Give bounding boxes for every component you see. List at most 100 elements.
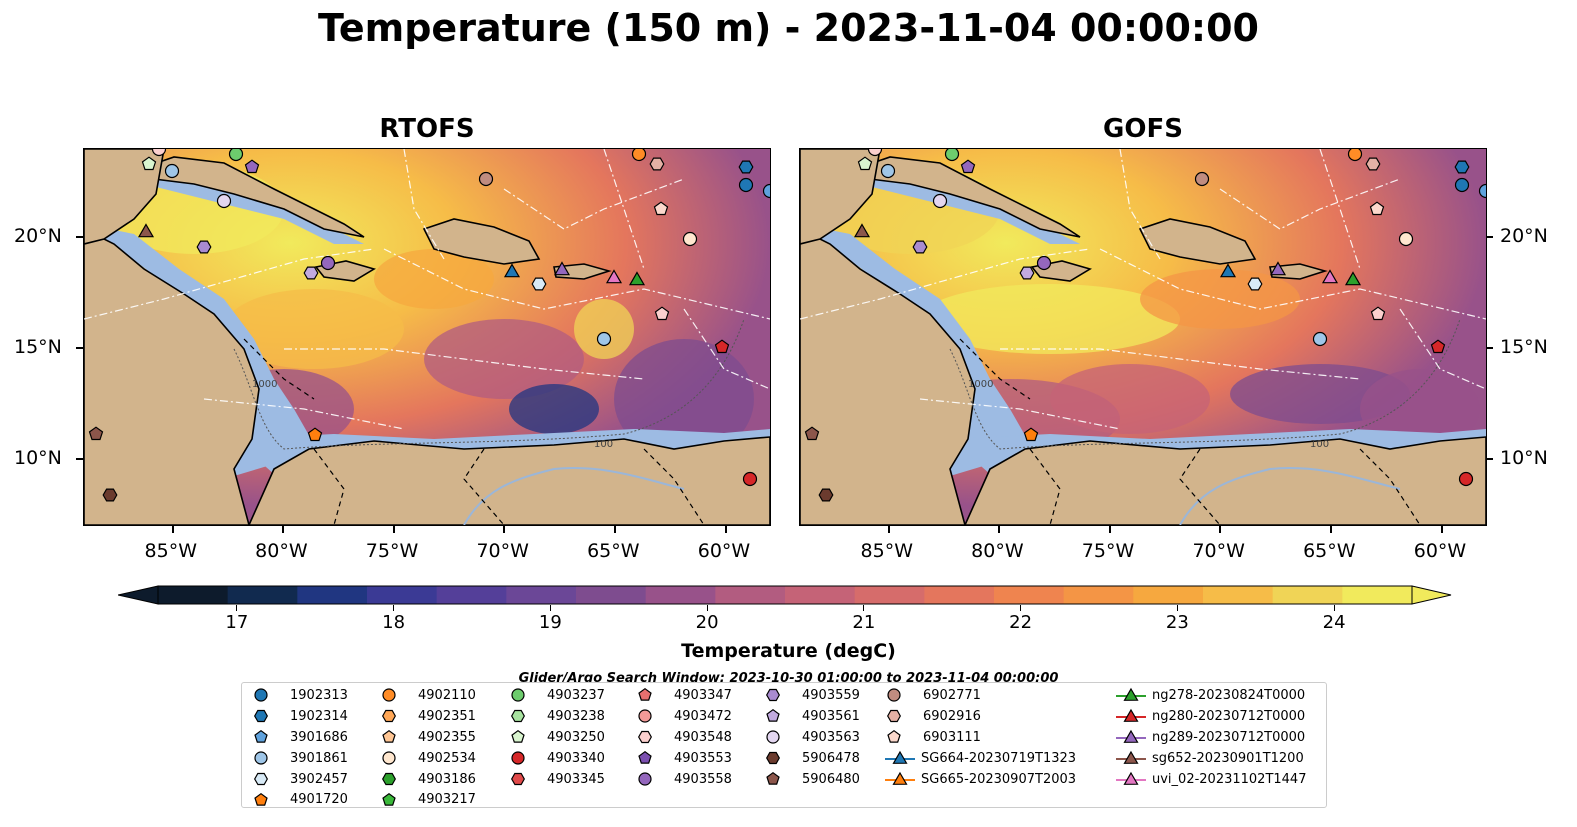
colorbar-segment [158, 586, 229, 604]
observation-marker [307, 427, 323, 442]
legend-marker-icon [254, 792, 268, 806]
lat-tick-mark [76, 457, 83, 460]
observation-marker [1321, 269, 1339, 284]
colorbar-segment [297, 586, 368, 604]
lon-tick-label: 70°W [1192, 540, 1245, 562]
legend-marker [511, 751, 525, 765]
observation-marker [804, 426, 820, 441]
legend-marker [887, 710, 901, 723]
legend-item-label: 4903558 [674, 771, 732, 787]
observation-marker [1036, 255, 1052, 271]
observation-marker [853, 223, 871, 238]
legend-item-label: 4902355 [418, 729, 476, 745]
lon-tick-mark [1219, 526, 1222, 533]
colorbar-extend-high [1411, 585, 1452, 605]
legend-item-label: 4903347 [674, 687, 732, 703]
legend-item-label: 4901720 [290, 792, 348, 808]
colorbar-segment [1133, 586, 1204, 604]
colorbar-tick-mark [236, 605, 238, 611]
legend-marker-icon [1116, 688, 1146, 702]
observation-marker [1369, 201, 1385, 216]
colorbar-tick-label: 18 [382, 612, 406, 633]
legend-item: 4903186 [380, 769, 476, 790]
observation-marker [932, 193, 948, 209]
eez-boundary [800, 248, 1091, 320]
land-mass [964, 436, 1486, 525]
legend-marker [382, 730, 396, 743]
observation-marker [738, 160, 754, 174]
lon-tick-label: 60°W [697, 540, 751, 562]
legend-item: 4903561 [764, 706, 860, 727]
legend-item: 5906478 [764, 748, 860, 769]
observation-marker [1269, 261, 1287, 276]
observation-marker [682, 231, 698, 247]
legend-item-label: 6902771 [923, 687, 981, 703]
legend-marker-icon [382, 792, 396, 806]
lon-tick-label: 85°W [144, 540, 197, 562]
legend-item: 4903217 [380, 789, 476, 810]
lon-tick-label: 80°W [255, 540, 308, 562]
legend-marker-icon [638, 751, 652, 764]
map-panel-gofs[interactable]: 1000 100 [799, 148, 1487, 526]
map-gofs-svg: 1000 100 [800, 149, 1486, 525]
colorbar-segment [1203, 586, 1274, 604]
legend-marker [254, 730, 268, 743]
legend-marker [511, 730, 525, 743]
legend-marker-icon [887, 730, 901, 743]
legend-marker-icon [382, 751, 396, 765]
observation-marker [1454, 177, 1470, 193]
lon-tick-mark [1108, 526, 1111, 533]
legend-column: ng278-20230824T0000 ng280-20230712T0000 ng… [1116, 685, 1306, 789]
observation-marker [503, 263, 521, 278]
shallow-shelf [84, 224, 314, 479]
legend-marker [892, 771, 908, 785]
legend-marker-icon [766, 689, 780, 702]
legend-marker [382, 751, 396, 765]
observation-marker [1370, 306, 1386, 321]
observation-marker [1430, 339, 1446, 354]
legend-marker [887, 688, 901, 703]
lon-tick-mark [724, 526, 727, 533]
observation-marker [1344, 271, 1362, 286]
legend-item: 3901686 [252, 727, 348, 748]
legend-marker [638, 751, 652, 764]
observation-marker [628, 271, 646, 286]
legend-marker [254, 710, 268, 723]
observation-marker [141, 156, 157, 171]
lat-tick-mark [1486, 347, 1493, 350]
colorbar-segment [854, 586, 925, 604]
lat-tick-label: 15°N [14, 336, 62, 359]
observation-marker [880, 163, 896, 179]
observation-marker [1458, 471, 1474, 487]
land-mass [422, 218, 541, 265]
legend-item-label: 3901686 [290, 729, 348, 745]
border-line [243, 338, 315, 400]
border-line [1179, 448, 1221, 525]
legend-marker-icon [638, 709, 652, 723]
legend-item: 4903238 [509, 706, 605, 727]
legend-marker [766, 709, 780, 723]
legend-marker [766, 689, 780, 702]
map-panel-rtofs[interactable]: 1000 100 [83, 148, 771, 526]
shallow-shelf [840, 177, 1080, 244]
legend-item-label: uvi_02-20231102T1447 [1152, 771, 1307, 787]
legend-item-label: 4903250 [547, 729, 605, 745]
eez-boundary [919, 398, 1121, 430]
river [463, 467, 685, 525]
legend-marker [382, 710, 396, 723]
legend-marker-icon [766, 709, 780, 723]
temperature-anomaly [1360, 369, 1480, 449]
land-mass [800, 228, 976, 525]
legend-marker-icon [1116, 730, 1146, 744]
legend-item: 4902110 [380, 685, 476, 706]
lat-tick-label: 20°N [1500, 225, 1548, 248]
legend-marker [766, 730, 780, 744]
legend-item: 4903237 [509, 685, 605, 706]
observation-marker [714, 339, 730, 354]
colorbar-tick-label: 23 [1165, 612, 1189, 633]
legend-item-label: 4902351 [418, 708, 476, 724]
legend-item: 3901861 [252, 748, 348, 769]
legend-marker-icon [382, 730, 396, 743]
colorbar-tick-mark [549, 605, 551, 611]
colorbar-tick-mark [863, 605, 865, 611]
